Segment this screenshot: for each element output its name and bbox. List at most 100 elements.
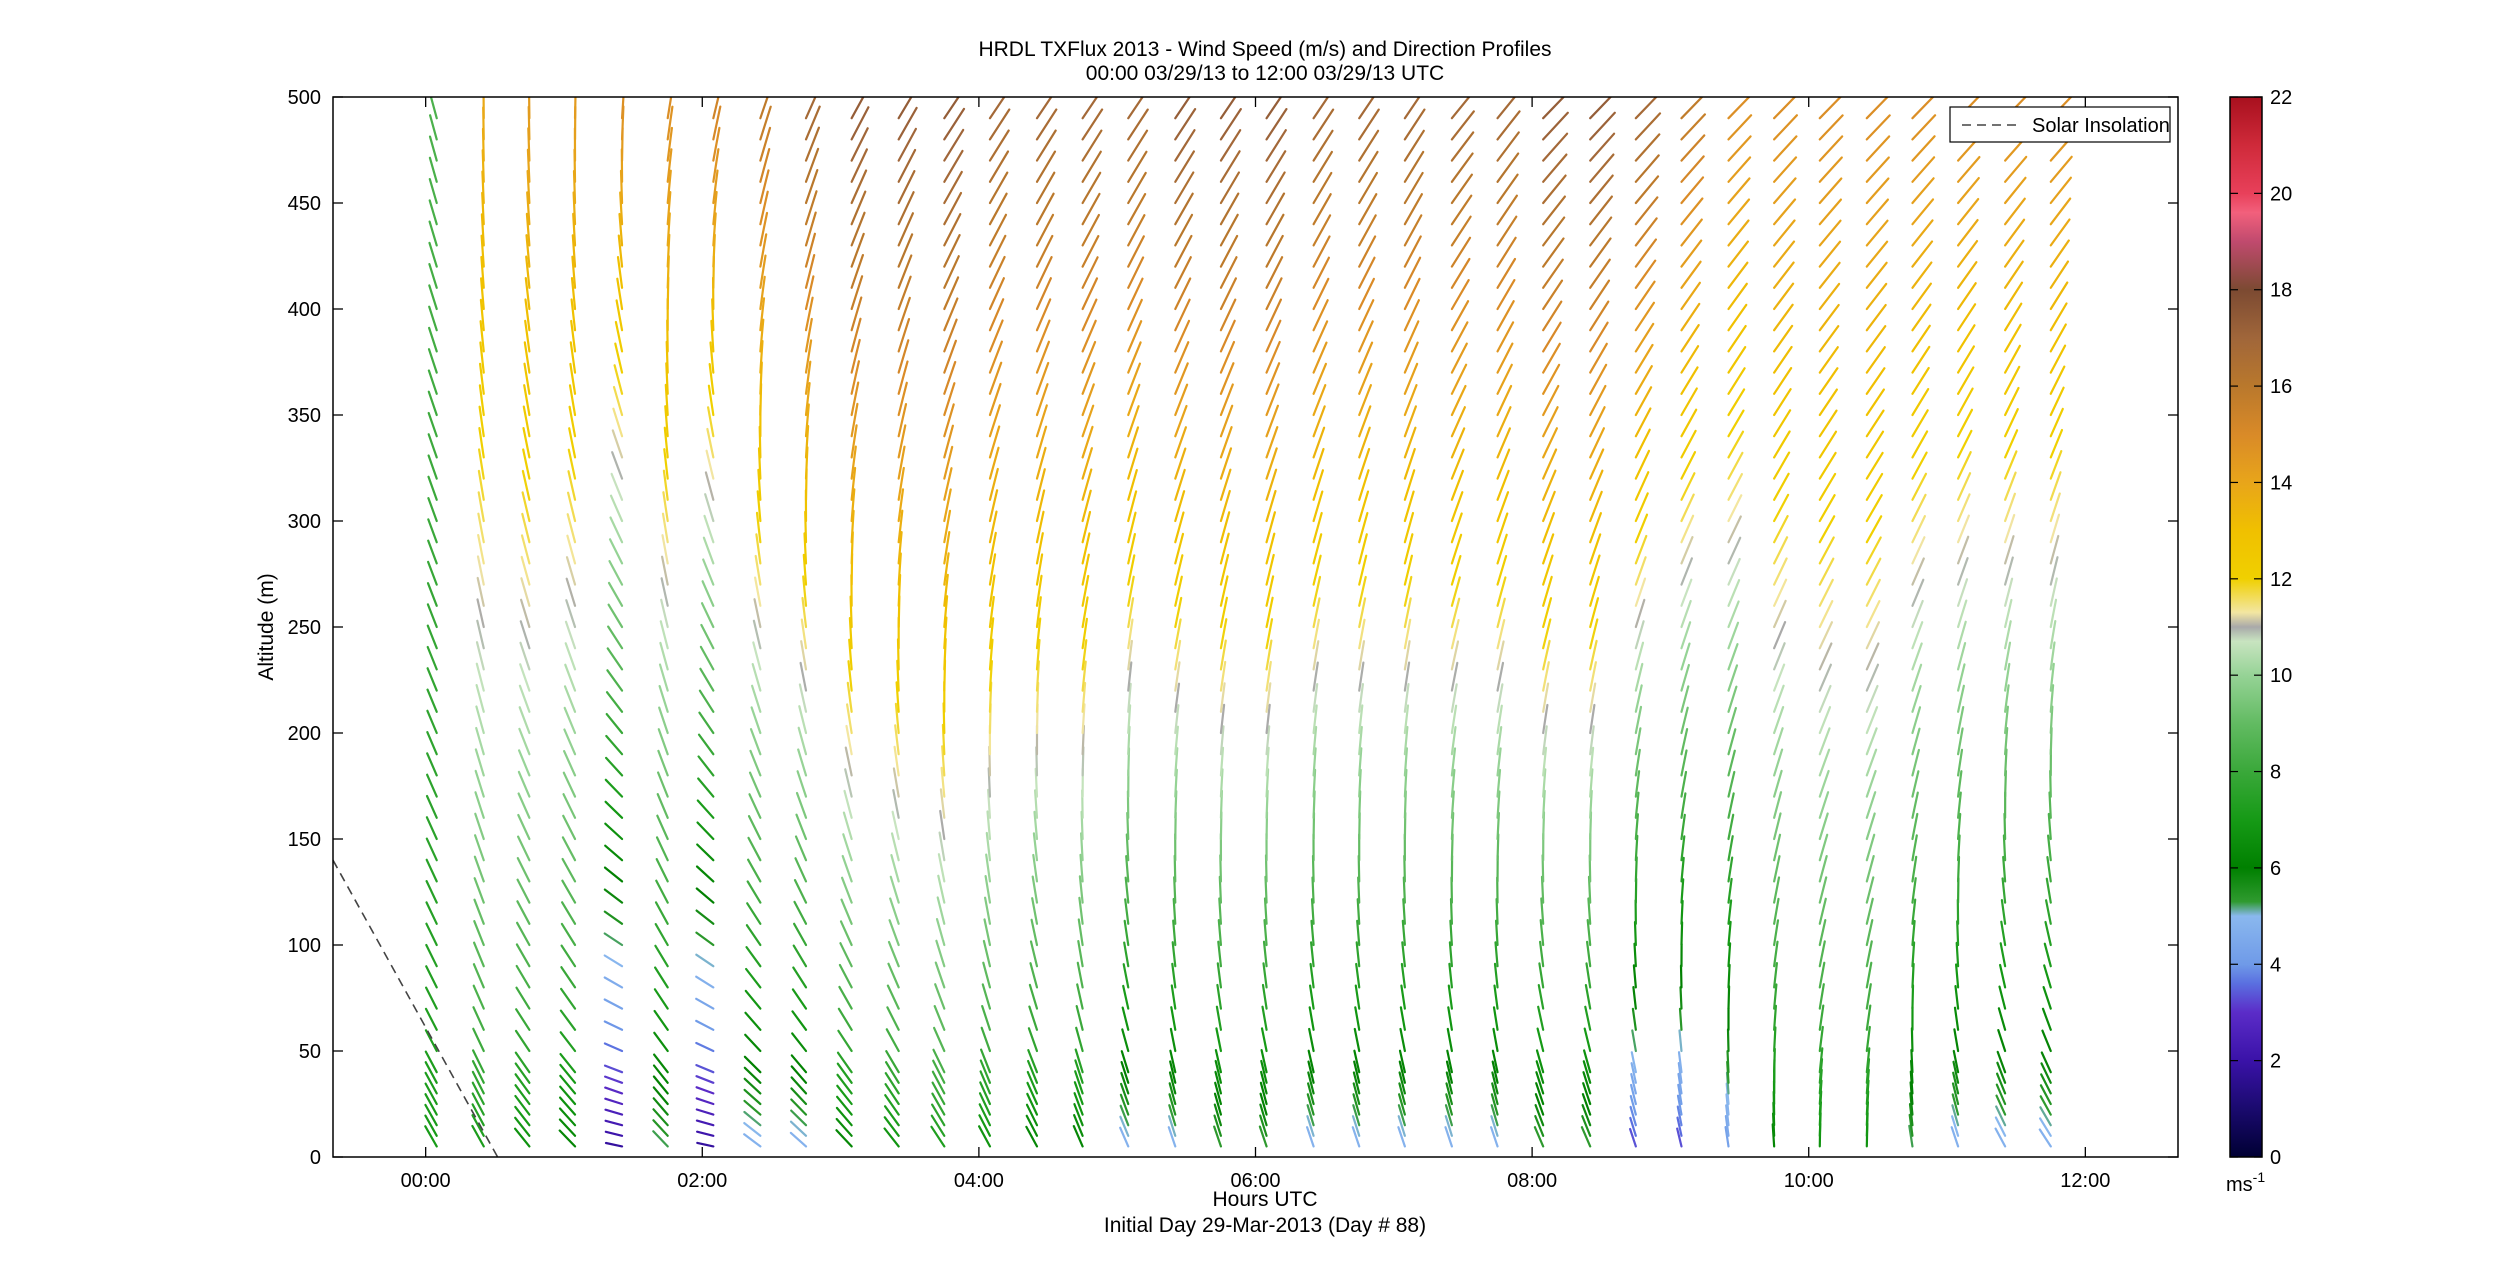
wind-barb — [1542, 682, 1550, 713]
wind-barb — [1079, 853, 1084, 883]
wind-barb — [1403, 447, 1416, 480]
wind-barb — [1865, 769, 1877, 798]
wind-barb — [1542, 768, 1547, 798]
wind-barb — [1911, 984, 1915, 1010]
wind-barb — [699, 667, 715, 692]
wind-barb — [1956, 408, 1974, 438]
wind-barb — [1076, 983, 1084, 1010]
wind-barb — [1542, 216, 1566, 247]
wind-barb — [1031, 875, 1039, 904]
wind-barb — [943, 339, 958, 374]
wind-barb — [1496, 194, 1519, 226]
wind-barb — [897, 254, 913, 289]
wind-barb — [792, 922, 808, 947]
wind-barb — [1312, 747, 1317, 777]
wind-barb — [1633, 920, 1637, 947]
wind-barb — [560, 901, 577, 925]
wind-barb — [794, 857, 808, 883]
wind-barb — [1773, 727, 1784, 756]
wind-barb — [2004, 556, 2014, 586]
wind-barb — [1773, 812, 1782, 841]
wind-barb — [1542, 237, 1565, 268]
wind-barb — [1073, 1081, 1084, 1106]
wind-barb — [1773, 409, 1792, 438]
wind-barb — [1265, 746, 1270, 777]
wind-barb — [1727, 135, 1752, 162]
wind-barb — [1865, 367, 1886, 395]
wind-barb — [1307, 1071, 1315, 1095]
wind-barb — [426, 773, 438, 798]
wind-barb — [979, 1059, 992, 1084]
wind-barb — [1997, 1007, 2007, 1031]
wind-barb — [2004, 176, 2027, 205]
wind-barb — [427, 411, 438, 438]
wind-barb — [1358, 193, 1378, 226]
wind-barb — [1403, 682, 1410, 713]
wind-barb-layer — [424, 97, 2075, 1148]
wind-barb — [1491, 1060, 1499, 1084]
wind-barb — [652, 1108, 669, 1127]
wind-barb — [1496, 576, 1507, 607]
wind-barb — [477, 491, 485, 523]
wind-barb — [1081, 97, 1099, 120]
wind-barb — [1127, 256, 1145, 289]
wind-barb — [1542, 469, 1557, 501]
wind-barb — [1219, 277, 1238, 311]
wind-barb — [1493, 962, 1499, 989]
wind-barb — [1081, 319, 1097, 353]
wind-barb — [1911, 114, 1937, 141]
wind-barb — [1259, 1114, 1268, 1137]
wind-barb — [429, 97, 438, 120]
wind-barb — [1403, 384, 1418, 417]
wind-barb — [1727, 97, 1751, 120]
wind-barb — [1260, 1059, 1268, 1084]
wind-barb — [1496, 427, 1512, 459]
wind-barb — [794, 835, 808, 862]
wind-barb — [745, 924, 762, 947]
wind-barb — [1403, 768, 1408, 798]
wind-barb — [1496, 152, 1520, 183]
wind-barb — [707, 384, 715, 417]
wind-barb — [1727, 346, 1747, 374]
wind-barb — [1634, 112, 1662, 141]
wind-barb — [666, 148, 673, 183]
wind-barb — [425, 965, 438, 989]
wind-barb — [1174, 256, 1192, 289]
wind-barb — [1308, 1027, 1315, 1053]
wind-barb — [935, 939, 946, 968]
wind-barb — [759, 211, 769, 247]
wind-barb — [1496, 747, 1502, 777]
wind-barb — [1496, 342, 1514, 374]
wind-barb — [836, 1084, 853, 1106]
wind-barb — [1174, 468, 1186, 501]
wind-barb — [1358, 129, 1380, 162]
wind-barb — [1956, 282, 1977, 311]
wind-barb — [897, 127, 918, 162]
wind-barb — [986, 788, 992, 819]
wind-barb — [480, 255, 485, 289]
colorbar-unit-base: ms — [2226, 1174, 2253, 1196]
wind-barb — [1081, 532, 1091, 565]
wind-barb — [1121, 1028, 1130, 1053]
wind-barb — [562, 771, 577, 798]
wind-barb — [841, 854, 853, 883]
wind-barb — [1074, 1048, 1084, 1074]
wind-barb — [1680, 218, 1703, 247]
wind-barb — [1865, 983, 1872, 1010]
wind-barb — [1219, 746, 1225, 777]
wind-barb — [943, 234, 961, 268]
y-tick-label: 0 — [310, 1147, 321, 1169]
wind-barb — [1589, 469, 1604, 501]
wind-barb — [1910, 1048, 1914, 1074]
wind-barb — [1312, 384, 1327, 417]
wind-barb — [1213, 1103, 1223, 1127]
wind-barb — [1865, 219, 1889, 247]
wind-barb — [1174, 768, 1178, 798]
wind-barb — [799, 661, 808, 692]
wind-barb — [521, 512, 531, 544]
wind-barb — [1818, 1047, 1824, 1074]
wind-barb — [573, 97, 577, 120]
wind-barb — [943, 403, 955, 438]
wind-barb — [1168, 1071, 1177, 1095]
wind-barb — [2049, 577, 2058, 607]
